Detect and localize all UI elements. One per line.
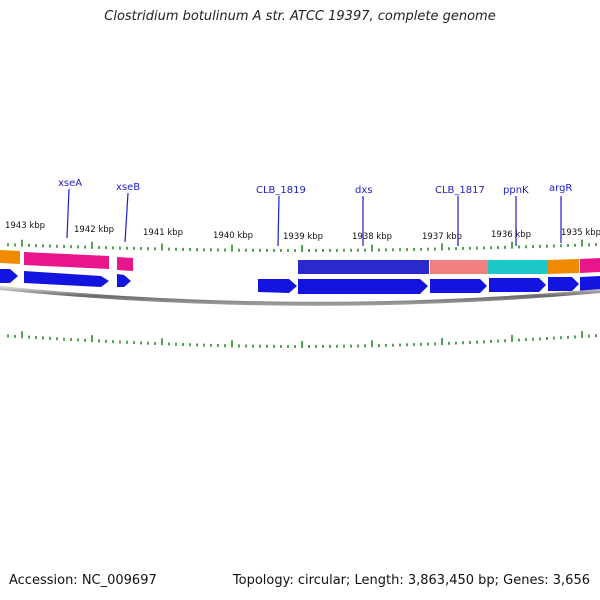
cog-bar-dxs[interactable] [298,260,429,274]
gene-arrow-dxs[interactable] [298,279,428,294]
cog-bar-CLB_1817[interactable] [430,260,488,274]
gene-arrow-xseB[interactable] [117,274,131,287]
gene-arrow-argR[interactable] [548,277,579,291]
scale-labels: 1943 kbp 1942 kbp 1941 kbp 1940 kbp 1939… [5,221,600,242]
gene-arrow-xseA[interactable] [24,271,109,287]
cog-bar-xseA[interactable] [24,252,109,269]
genome-summary: Topology: circular; Length: 3,863,450 bp… [232,573,590,588]
gene-labels: xseA xseB CLB_1819 dxs CLB_1817 ppnK arg… [58,178,572,196]
genome-backbone [0,286,600,306]
gene-arrow-track [0,269,600,294]
gene-label-ppnK[interactable]: ppnK [503,185,529,196]
gene-label-dxs[interactable]: dxs [355,185,372,196]
gene-arrow-CLB_1819[interactable] [258,279,297,293]
gene-label-xseA[interactable]: xseA [58,178,82,189]
gene-arrow-ppnK[interactable] [489,278,546,292]
cog-bar-argR[interactable] [547,259,579,274]
cog-bar-xseB[interactable] [117,257,133,271]
tick-label-1943: 1943 kbp [5,221,45,231]
gene-label-leaders [66,188,562,247]
tick-label-1942: 1942 kbp [74,225,114,235]
tick-label-1939: 1939 kbp [283,232,323,242]
tick-label-1940: 1940 kbp [213,231,253,241]
tick-label-1935: 1935 kbp [561,228,600,238]
gene-label-CLB_1817[interactable]: CLB_1817 [435,185,485,196]
page-title: Clostridium botulinum A str. ATCC 19397,… [104,9,496,24]
scale-ticks-inner [7,331,597,348]
scale-ticks-outer [7,239,597,252]
tick-label-1938: 1938 kbp [352,232,392,242]
cog-feature-track [0,250,600,274]
cog-bar-orange-left[interactable] [0,250,20,264]
gene-arrow-right-edge[interactable] [580,276,600,291]
cog-bar-magenta-right[interactable] [580,258,600,273]
gene-label-xseB[interactable]: xseB [116,182,140,193]
tick-label-1936: 1936 kbp [491,230,531,240]
cog-bar-ppnK[interactable] [488,260,547,274]
tick-label-1937: 1937 kbp [422,232,462,242]
gene-label-CLB_1819[interactable]: CLB_1819 [256,185,306,196]
accession-label: Accession: NC_009697 [9,573,157,588]
gene-arrow-CLB_1817[interactable] [430,279,487,293]
gene-label-argR[interactable]: argR [549,183,572,194]
tick-label-1941: 1941 kbp [143,228,183,238]
gene-arrow-left-edge[interactable] [0,269,18,283]
